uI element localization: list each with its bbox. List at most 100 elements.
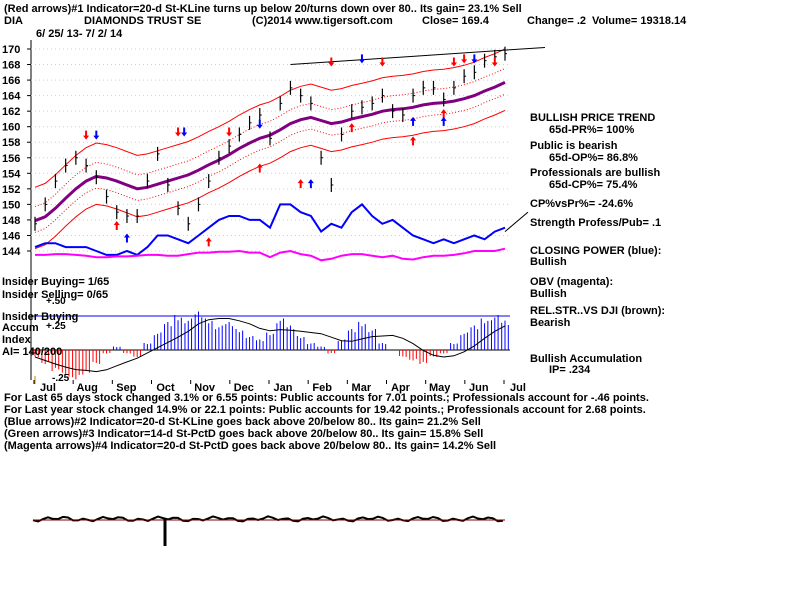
plus50-label: +.50 [46,296,66,307]
copyright: (C)2014 www.tigersoft.com [252,15,393,27]
accumulation-index [31,311,510,384]
sell-arrow [181,127,188,137]
y-tick-label: 160 [2,122,20,134]
y-axis-ticks: 170 168 166 164 162 160 158 156 154 152 150 148 146 1… [2,44,31,258]
sell-arrow [450,57,457,67]
closing-power-value: Bullish [530,256,567,268]
sell-arrow [461,54,468,64]
op-label: 65d-OP%= 86.8% [549,152,638,164]
pr-label: 65d-PR%= 100% [549,124,635,136]
y-tick-label: 168 [2,60,20,72]
pointer-line [504,211,529,232]
x-tick-label: May [429,382,451,394]
buy-arrow [440,116,447,126]
y-tick-label: 156 [2,153,20,165]
y-tick-label: 158 [2,137,20,149]
sell-arrow [256,119,263,129]
footer-line3: (Blue arrows)#2 Indicator=20-d St-KLine … [4,416,481,428]
ai-label: AI= 140/200 [2,346,62,358]
sell-arrow [175,127,182,137]
close-value: Close= 169.4 [422,15,490,27]
buy-arrow [205,237,212,247]
closing-power-label: CLOSING POWER (blue): [530,245,661,257]
index-label: Index [2,334,32,346]
inner-lower-band [34,93,506,233]
lower-band [34,109,506,250]
change-value: Change= .2 [527,15,586,27]
public-label: Public is bearish [530,140,618,152]
sell-arrow [379,57,386,67]
obv-line [35,247,506,262]
insider-buying-count: Insider Buying= 1/65 [2,276,109,288]
y-tick-label: 166 [2,75,20,87]
cpvspr-label: CP%vsPr%= -24.6% [530,198,633,210]
insider-buying-label: Insider Buying [2,311,78,323]
x-axis-ticks: Jul Aug Sep Oct Nov Dec Jan Feb Mar Apr May Jun Jul [33,380,526,394]
upper-band [34,48,506,188]
signal-arrows [83,54,498,247]
x-tick-label: Jan [274,382,293,394]
y-tick-label: 148 [2,215,20,227]
bullish-trend-label: BULLISH PRICE TREND [530,112,655,124]
accum-label: Accum [2,322,39,334]
x-tick-label: Oct [156,382,175,394]
strength-label: Strength Profess/Pub= .1 [530,217,661,229]
buy-arrow [410,136,417,146]
x-tick-label: Feb [312,382,332,394]
date-range: 6/ 25/ 13- 7/ 2/ 14 [36,28,123,40]
buy-arrow [348,123,355,133]
buy-arrow [113,221,120,231]
buy-arrow [297,179,304,189]
grid [31,48,510,252]
insider-selling-count: Insider Selling= 0/65 [2,289,108,301]
bands [34,48,506,250]
y-tick-label: 152 [2,184,20,196]
inner-upper-band [34,67,506,208]
ticker: DIA [4,15,23,27]
sell-arrow [491,57,498,67]
stock-name: DIAMONDS TRUST SE [84,15,201,27]
cp-label: 65d-CP%= 75.4% [549,179,638,191]
x-tick-label: Jun [469,382,489,394]
y-tick-label: 154 [2,168,21,180]
obv-value: Bullish [530,288,567,300]
x-tick-label: Mar [352,382,372,394]
plus25-label: +.25 [46,321,66,332]
obv-label: OBV (magenta): [530,276,613,288]
x-tick-label: Apr [391,382,411,394]
buy-arrow [123,233,130,243]
header-line1: (Red arrows)#1 Indicator=20-d St-KLine t… [4,3,522,15]
y-tick-label: 164 [2,91,21,103]
sell-arrow [93,130,100,140]
relstr-label: REL.STR..VS DJI (brown): [530,305,665,317]
buy-arrow [256,163,263,173]
footer-line5: (Magenta arrows)#4 Indicator=20-d St-Pct… [4,440,496,452]
pros-label: Professionals are bullish [530,167,660,179]
footer-line1: For Last 65 days stock changed 3.1% or 6… [4,392,649,404]
series [34,46,546,262]
minus25-label: -.25 [52,373,70,384]
volume-value: Volume= 19318.14 [592,15,687,27]
x-tick-label: Jul [40,382,56,394]
closing-power-line [34,203,506,257]
footer-line2: For Last year stock changed 14.9% or 22.… [4,404,646,416]
sell-arrow [226,127,233,137]
y-tick-label: 146 [2,230,20,242]
footer-line4: (Green arrows)#3 Indicator=14-d St-PctD … [4,428,483,440]
sell-arrow [83,130,90,140]
moving-average-line [34,81,506,223]
sell-arrow [358,54,365,64]
x-tick-label: Dec [234,382,254,394]
ip-label: IP= .234 [549,364,591,376]
y-tick-label: 162 [2,106,20,118]
sell-arrow [471,54,478,64]
accum-moving-average [34,318,506,373]
x-tick-label: Sep [116,382,136,394]
y-tick-label: 170 [2,44,20,56]
buy-arrow [307,179,314,189]
y-tick-label: 144 [2,246,21,258]
y-tick-label: 150 [2,199,20,211]
relstr-line [32,515,504,523]
x-tick-label: Jul [510,382,526,394]
